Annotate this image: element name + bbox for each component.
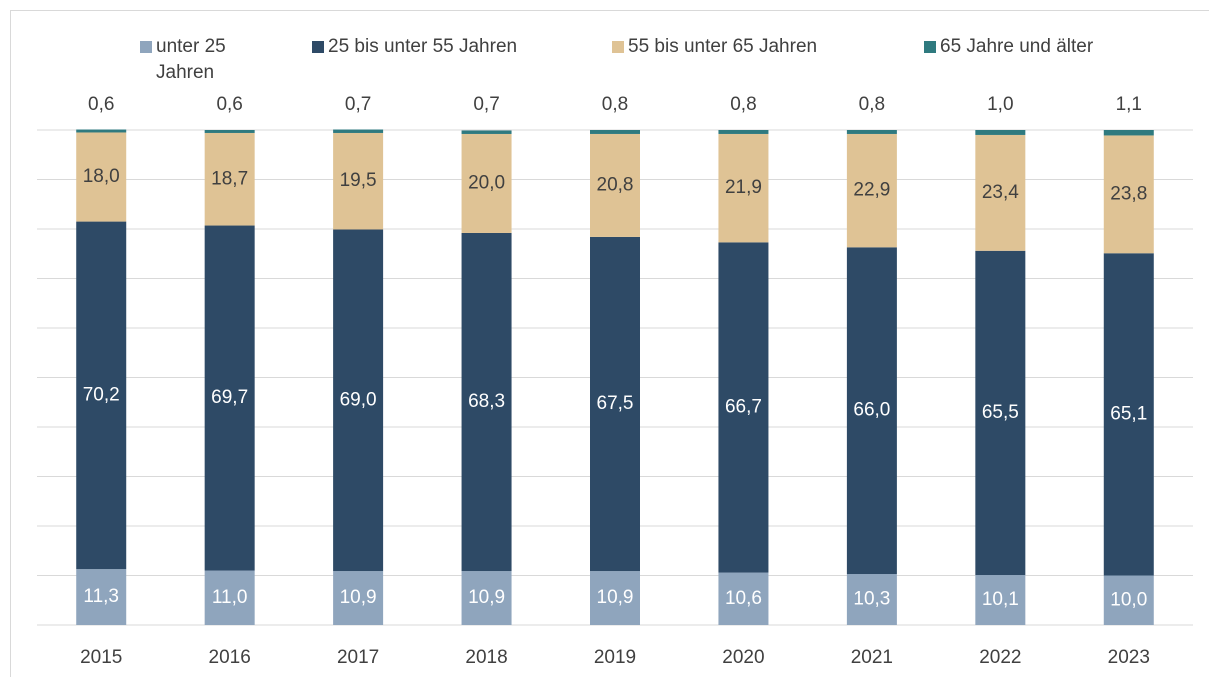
legend-label: 25 bis unter 55 Jahren xyxy=(328,36,518,57)
x-tick-label: 2018 xyxy=(465,647,507,668)
bar-segment xyxy=(975,250,1026,576)
legend-swatch xyxy=(140,41,152,53)
x-tick-label: 2015 xyxy=(80,647,122,668)
bar-segment xyxy=(846,133,897,248)
bar-segment xyxy=(975,575,1026,625)
data-label: 23,8 xyxy=(1110,183,1147,204)
data-label: 69,0 xyxy=(340,389,377,410)
bar-segment xyxy=(590,130,640,134)
bar-segment xyxy=(461,130,512,134)
data-label: 65,5 xyxy=(982,402,1019,423)
bar-segment xyxy=(846,130,897,134)
legend-item: 55 bis unter 65 Jahren xyxy=(612,34,817,60)
bar-segment xyxy=(461,133,512,233)
data-label: 69,7 xyxy=(211,387,248,408)
bar-segment xyxy=(718,242,769,573)
bar-segment xyxy=(718,572,769,625)
x-tick-label: 2021 xyxy=(851,647,893,668)
legend-label: 55 bis unter 65 Jahren xyxy=(628,36,818,57)
data-label: 20,0 xyxy=(468,172,505,193)
data-label: 11,0 xyxy=(212,587,248,608)
data-label: 70,2 xyxy=(83,384,120,405)
bar-segment xyxy=(333,229,384,572)
data-label: 10,9 xyxy=(597,587,634,608)
data-label: 66,0 xyxy=(853,400,890,421)
data-label: 10,9 xyxy=(468,587,505,608)
data-label: 0,7 xyxy=(345,94,371,115)
bar-segment xyxy=(718,130,769,134)
data-label: 20,8 xyxy=(597,174,634,195)
data-label: 1,1 xyxy=(1116,94,1142,115)
bar-segment xyxy=(590,571,640,625)
x-tick-label: 2019 xyxy=(594,647,636,668)
bar-segment xyxy=(975,134,1026,251)
legend-swatch xyxy=(612,41,624,53)
data-label: 65,1 xyxy=(1110,403,1147,424)
bar-segment xyxy=(333,132,384,230)
bar-segment xyxy=(76,221,127,570)
data-label: 0,8 xyxy=(730,94,756,115)
data-label: 68,3 xyxy=(468,391,505,412)
bar-segment xyxy=(1103,253,1154,576)
data-label: 0,7 xyxy=(473,94,499,115)
bar-segment xyxy=(975,130,1026,135)
data-label: 1,0 xyxy=(987,94,1013,115)
x-tick-label: 2020 xyxy=(722,647,764,668)
legend-swatch xyxy=(312,41,324,53)
frame xyxy=(10,10,1209,677)
data-label: 10,6 xyxy=(725,588,762,609)
data-label: 21,9 xyxy=(725,177,762,198)
data-label: 10,0 xyxy=(1110,589,1147,610)
bar-segment xyxy=(76,569,127,625)
bar-segment xyxy=(1103,135,1154,254)
legend-item: unter 25 Jahren xyxy=(140,34,250,86)
data-label: 18,0 xyxy=(83,166,120,187)
data-label: 66,7 xyxy=(725,396,762,417)
bar-segment xyxy=(204,225,255,571)
x-tick-label: 2016 xyxy=(209,647,251,668)
data-label: 0,6 xyxy=(216,94,242,115)
bar-segment xyxy=(204,570,255,625)
bar-segment xyxy=(590,133,640,237)
bar-segment xyxy=(1103,130,1154,136)
bar-segment xyxy=(846,574,897,625)
bar-segment xyxy=(204,130,255,133)
data-label: 10,1 xyxy=(982,589,1019,610)
legend-label: unter 25 Jahren xyxy=(156,36,226,83)
x-tick-label: 2017 xyxy=(337,647,379,668)
bar-segment xyxy=(333,129,384,133)
x-tick-label: 2022 xyxy=(979,647,1021,668)
data-label: 10,9 xyxy=(340,587,377,608)
data-label: 11,3 xyxy=(83,586,119,607)
data-label: 0,8 xyxy=(859,94,885,115)
data-label: 10,3 xyxy=(853,589,890,610)
bar-segment xyxy=(718,133,769,243)
bar-segment xyxy=(846,247,897,575)
bar-segment xyxy=(204,132,255,226)
bar-segment xyxy=(76,132,127,222)
data-label: 19,5 xyxy=(340,170,377,191)
legend-swatch xyxy=(924,41,936,53)
bar-segment xyxy=(461,571,512,625)
legend-label: 65 Jahre und älter xyxy=(940,36,1094,57)
bar-segment xyxy=(1103,575,1154,625)
legend-item: 65 Jahre und älter xyxy=(924,34,1093,60)
legend-item: 25 bis unter 55 Jahren xyxy=(312,34,517,60)
data-label: 67,5 xyxy=(597,393,634,414)
data-label: 23,4 xyxy=(982,182,1019,203)
x-tick-label: 2023 xyxy=(1108,647,1150,668)
bar-segment xyxy=(333,571,384,625)
data-label: 22,9 xyxy=(853,180,890,201)
bar-segment xyxy=(590,236,640,572)
bar-segment xyxy=(76,129,127,133)
data-label: 0,8 xyxy=(602,94,628,115)
data-label: 0,6 xyxy=(88,94,114,115)
bar-segment xyxy=(461,232,512,572)
data-label: 18,7 xyxy=(211,168,248,189)
